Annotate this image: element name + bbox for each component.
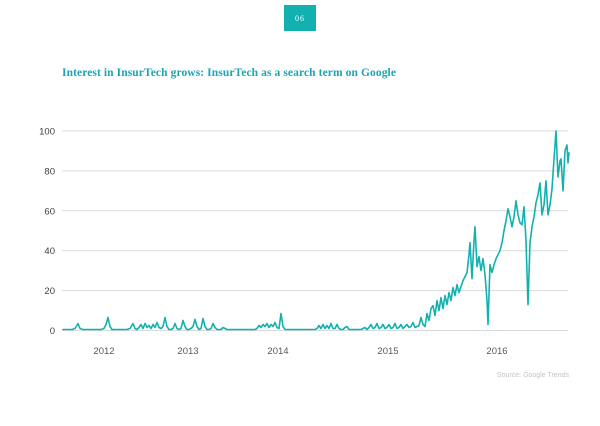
x-tick-label: 2015: [377, 346, 398, 357]
y-tick-label: 40: [44, 246, 55, 257]
x-tick-label: 2016: [486, 346, 507, 357]
y-tick-label: 100: [39, 127, 55, 138]
chart-title: Interest in InsurTech grows: InsurTech a…: [62, 67, 397, 79]
page-number-badge: 06: [284, 5, 316, 31]
page-number: 06: [295, 13, 305, 23]
y-tick-label: 0: [50, 326, 55, 337]
y-tick-label: 20: [44, 286, 55, 297]
source-note: Source: Google Trends: [497, 372, 569, 379]
x-tick-label: 2014: [267, 346, 288, 357]
y-tick-label: 80: [44, 166, 55, 177]
x-tick-label: 2013: [177, 346, 198, 357]
trend-line: [62, 130, 570, 331]
y-tick-label: 60: [44, 206, 55, 217]
x-tick-label: 2012: [93, 346, 114, 357]
